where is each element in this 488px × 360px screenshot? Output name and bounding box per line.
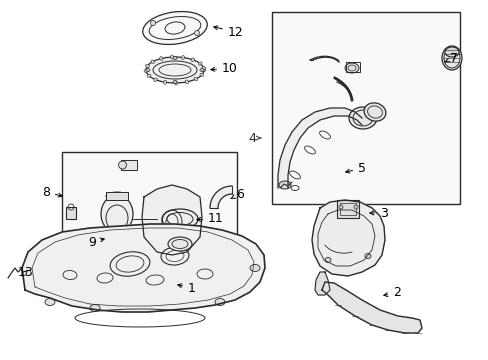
Ellipse shape — [200, 68, 203, 72]
Ellipse shape — [146, 68, 150, 72]
Ellipse shape — [173, 57, 177, 59]
Bar — [62, 152, 237, 270]
Ellipse shape — [200, 73, 203, 76]
Text: 2: 2 — [383, 287, 400, 300]
Ellipse shape — [154, 78, 157, 81]
Text: 4: 4 — [247, 131, 256, 144]
Ellipse shape — [364, 253, 370, 258]
Ellipse shape — [170, 55, 173, 59]
Bar — [339, 203, 355, 215]
Ellipse shape — [174, 81, 177, 85]
Ellipse shape — [198, 62, 202, 65]
Ellipse shape — [202, 67, 205, 70]
Ellipse shape — [173, 81, 177, 84]
Bar — [336, 200, 358, 218]
Polygon shape — [314, 272, 329, 295]
Ellipse shape — [191, 58, 194, 62]
Ellipse shape — [185, 80, 188, 84]
Ellipse shape — [338, 205, 342, 209]
Text: 5: 5 — [345, 162, 365, 175]
Ellipse shape — [353, 205, 357, 209]
Bar — [66, 207, 76, 219]
Bar — [120, 160, 136, 170]
Ellipse shape — [45, 298, 55, 306]
Ellipse shape — [147, 74, 150, 77]
Text: 11: 11 — [197, 212, 224, 225]
Ellipse shape — [144, 69, 148, 72]
Ellipse shape — [194, 31, 199, 36]
Polygon shape — [311, 200, 384, 276]
Text: 7: 7 — [444, 51, 457, 64]
Text: 9: 9 — [88, 235, 104, 248]
Ellipse shape — [146, 57, 203, 83]
Text: 6: 6 — [230, 188, 244, 201]
Ellipse shape — [194, 77, 197, 81]
Text: 1: 1 — [178, 282, 196, 294]
Ellipse shape — [348, 107, 376, 129]
Ellipse shape — [142, 12, 207, 45]
Ellipse shape — [364, 103, 385, 121]
Bar — [32, 267, 40, 275]
Text: 10: 10 — [210, 62, 237, 75]
Ellipse shape — [181, 55, 184, 59]
Text: 3: 3 — [369, 207, 387, 220]
Ellipse shape — [106, 192, 128, 200]
Ellipse shape — [151, 60, 154, 63]
Polygon shape — [278, 108, 361, 188]
Bar — [106, 192, 128, 200]
Ellipse shape — [101, 195, 133, 233]
Bar — [271, 12, 459, 204]
Ellipse shape — [145, 64, 149, 68]
Ellipse shape — [444, 47, 458, 57]
Polygon shape — [209, 186, 231, 208]
Ellipse shape — [168, 237, 192, 251]
Ellipse shape — [160, 57, 163, 60]
Ellipse shape — [215, 298, 224, 306]
Polygon shape — [142, 185, 202, 255]
Ellipse shape — [345, 63, 358, 73]
Ellipse shape — [441, 46, 461, 70]
Ellipse shape — [279, 181, 290, 189]
Ellipse shape — [163, 80, 166, 84]
Text: 12: 12 — [213, 26, 243, 39]
Ellipse shape — [325, 257, 330, 262]
Ellipse shape — [118, 161, 126, 169]
Ellipse shape — [90, 305, 100, 311]
Polygon shape — [22, 224, 264, 312]
Ellipse shape — [150, 21, 155, 26]
Ellipse shape — [202, 68, 205, 72]
Bar — [346, 62, 359, 72]
Text: 13: 13 — [18, 266, 34, 279]
Ellipse shape — [249, 265, 260, 271]
Polygon shape — [321, 282, 421, 333]
Text: 8: 8 — [42, 185, 62, 198]
